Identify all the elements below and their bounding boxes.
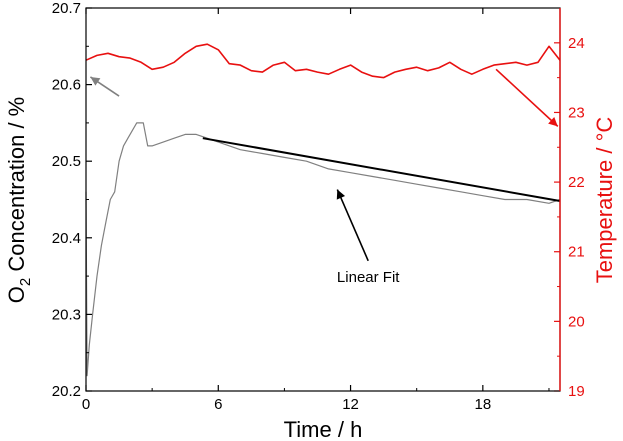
arrow-to-right-axis: [495, 68, 559, 127]
arrow-to-left-axis: [89, 76, 120, 97]
y-left-tick-label: 20.6: [52, 77, 81, 94]
y-right-tick-label: 22: [568, 174, 585, 191]
y-left-tick-label: 20.5: [52, 153, 81, 170]
y-right-tick-label: 21: [568, 244, 585, 261]
ticks: 0 6 12 18 20.2 20.3 20.4 20.5 20.6 20.7 19 20 21 22 23…: [52, 0, 585, 413]
annotation-linear-fit: Linear Fit: [337, 269, 400, 286]
y-left-tick-label: 20.7: [52, 0, 81, 17]
x-tick-label: 0: [82, 396, 90, 413]
y-right-tick-label: 19: [568, 383, 585, 400]
y-left-axis-title: O2 Concentration / %: [4, 97, 34, 303]
y-right-tick-label: 20: [568, 313, 585, 330]
plot-lines: [85, 43, 561, 377]
linear-fit-line: [202, 137, 561, 202]
y-left-tick-label: 20.3: [52, 306, 81, 323]
y-right-tick-label: 23: [568, 104, 585, 121]
plot-frame: [85, 7, 561, 392]
arrow-to-linear-fit: [336, 189, 369, 262]
temperature-line: [85, 43, 561, 79]
y-right-tick-label: 24: [568, 35, 585, 52]
o2-concentration-line: [85, 122, 561, 377]
x-tick-label: 18: [474, 396, 491, 413]
y-right-axis-title: Temperature / °C: [592, 117, 617, 284]
x-axis-title: Time / h: [284, 417, 363, 441]
x-tick-label: 12: [342, 396, 359, 413]
y-left-tick-label: 20.2: [52, 383, 81, 400]
y-left-tick-label: 20.4: [52, 230, 81, 247]
x-tick-label: 6: [214, 396, 222, 413]
